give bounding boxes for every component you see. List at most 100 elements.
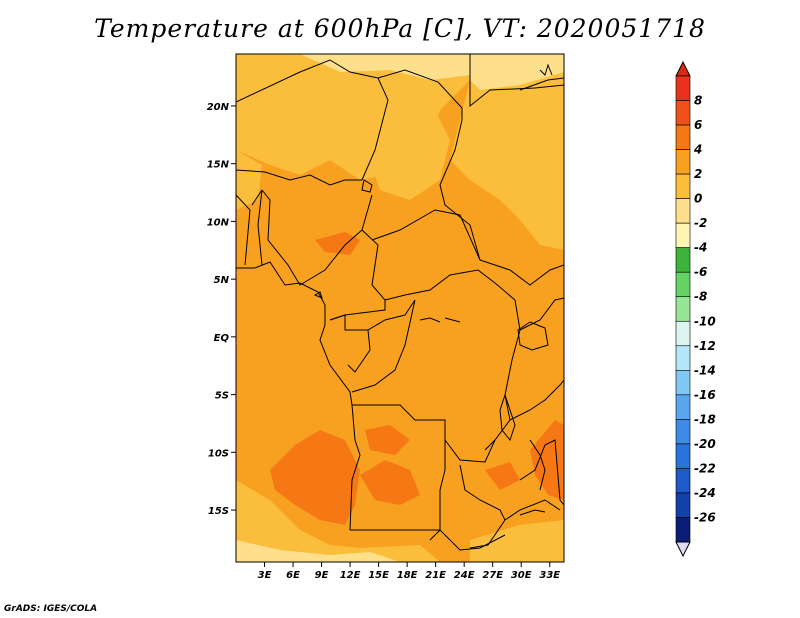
border-libya-niger xyxy=(377,69,463,120)
lake-victoria xyxy=(517,321,549,351)
field-warm-angola-n xyxy=(365,425,410,455)
colorbar-swatch xyxy=(675,222,691,248)
colorbar-label: -20 xyxy=(694,437,716,451)
colorbar-label: -2 xyxy=(694,216,707,230)
colorbar-top-arrow xyxy=(675,60,691,77)
field-light-west xyxy=(236,150,262,210)
field-warm-malawi xyxy=(485,462,520,490)
colorbar-label: 6 xyxy=(694,118,702,132)
lat-tick-label: 10S xyxy=(208,448,229,459)
border-zambia xyxy=(459,464,506,549)
field-light-sudan xyxy=(450,70,564,250)
lat-tick-label: 10N xyxy=(207,217,230,228)
border-drc-east xyxy=(484,282,521,451)
congo-river-b xyxy=(444,317,461,323)
colorbar-label: 2 xyxy=(694,167,702,181)
longitude-axis: 3E 6E 9E 12E 15E 18E 21E 24E 27E 30E 33E xyxy=(258,562,560,581)
lon-tick-label: 21E xyxy=(425,570,446,581)
lat-tick-label: 15S xyxy=(208,506,229,517)
colorbar-swatch xyxy=(675,394,691,420)
colorbar-swatch xyxy=(675,345,691,371)
colorbar-label: -26 xyxy=(694,510,716,524)
field-pale-north xyxy=(300,54,470,80)
field-light-southeast xyxy=(470,520,564,562)
grads-credit: GrADS: IGES/COLA xyxy=(4,604,98,614)
lon-tick-label: 9E xyxy=(315,570,329,581)
colorbar-label: -8 xyxy=(694,290,707,304)
border-kenya-uganda xyxy=(519,297,564,331)
colorbar-swatch xyxy=(675,492,691,518)
border-chad-sudan xyxy=(439,119,481,261)
border-car-chad xyxy=(371,209,481,261)
country-boundaries xyxy=(236,54,564,551)
colorbar-label: -22 xyxy=(694,461,716,475)
colorbar-label: -6 xyxy=(694,265,707,279)
border-sudan-ethiopia xyxy=(479,259,564,286)
map-frame xyxy=(235,53,565,563)
field-warm-angola xyxy=(270,430,360,525)
border-namibia xyxy=(350,529,506,551)
colorbar-label: 8 xyxy=(694,94,702,108)
colorbar-label: -12 xyxy=(694,339,716,353)
colorbar-label: -14 xyxy=(694,363,716,377)
border-angola xyxy=(349,404,361,531)
border-niger-chad xyxy=(361,77,389,181)
lon-tick-label: 6E xyxy=(286,570,300,581)
lat-tick-label: 5N xyxy=(214,275,230,286)
border-drc-south xyxy=(352,404,496,463)
colorbar-swatch xyxy=(675,149,691,175)
border-east-sudan xyxy=(519,77,564,91)
lon-tick-label: 18E xyxy=(397,570,418,581)
border-egypt-sudan xyxy=(469,54,564,108)
border-nigeria xyxy=(261,189,373,286)
border-lake-malawi xyxy=(529,439,546,491)
lon-tick-label: 33E xyxy=(539,570,560,581)
lat-tick-label: 15N xyxy=(207,160,230,171)
border-ghana xyxy=(236,194,251,266)
colorbar-swatch xyxy=(675,173,691,199)
colorbar-swatch xyxy=(675,468,691,494)
border-mali-niger xyxy=(236,169,362,186)
colorbar-swatch xyxy=(675,443,691,469)
field-pale-south xyxy=(236,540,400,562)
border-benin-togo xyxy=(251,189,263,266)
lon-tick-label: 12E xyxy=(340,570,361,581)
border-car-south xyxy=(384,269,496,301)
colorbar-swatch xyxy=(675,419,691,445)
border-mozambique xyxy=(519,439,564,506)
colorbar-label: -18 xyxy=(694,412,716,426)
lon-tick-label: 30E xyxy=(511,570,532,581)
island-bioko xyxy=(313,291,323,299)
lon-tick-label: 15E xyxy=(368,570,389,581)
border-congo xyxy=(351,299,416,393)
red-sea-coast xyxy=(539,63,553,76)
colorbar-label: -24 xyxy=(694,486,716,500)
border-algeria-niger xyxy=(236,59,379,103)
lon-tick-label: 24E xyxy=(454,570,475,581)
field-warm-central xyxy=(315,232,360,255)
shaded-temperature-field xyxy=(236,54,564,562)
colorbar-label: -16 xyxy=(694,388,716,402)
colorbar-swatch xyxy=(675,320,691,347)
border-angola-zambia xyxy=(429,440,446,541)
colorbar-label: -4 xyxy=(694,241,707,255)
lake-tanganyika xyxy=(499,393,516,442)
border-zim xyxy=(504,499,561,521)
colorbar: 8 6 4 2 0 -2 -4 -6 -8 -10 -12 -14 -16 -18 -20 -22 -24 -26 xyxy=(675,60,716,558)
colorbar-bottom-arrow xyxy=(675,541,691,558)
colorbar-label: 0 xyxy=(694,192,702,206)
field-pale-northeast xyxy=(470,54,564,90)
colorbar-last-swatch xyxy=(675,517,691,543)
lat-tick-label: EQ xyxy=(214,333,230,344)
coast-west-africa xyxy=(236,261,353,406)
colorbar-swatch xyxy=(675,247,691,273)
lon-tick-label: 27E xyxy=(482,570,503,581)
border-tanzania xyxy=(509,379,564,421)
field-light-chad xyxy=(370,100,450,200)
plot-title: Temperature at 600hPa [C], VT: 202005171… xyxy=(94,14,706,43)
congo-river-a xyxy=(419,317,441,323)
field-warm-zambia xyxy=(360,460,420,505)
lat-tick-label: 20N xyxy=(207,102,230,113)
colorbar-label: -10 xyxy=(694,314,716,328)
